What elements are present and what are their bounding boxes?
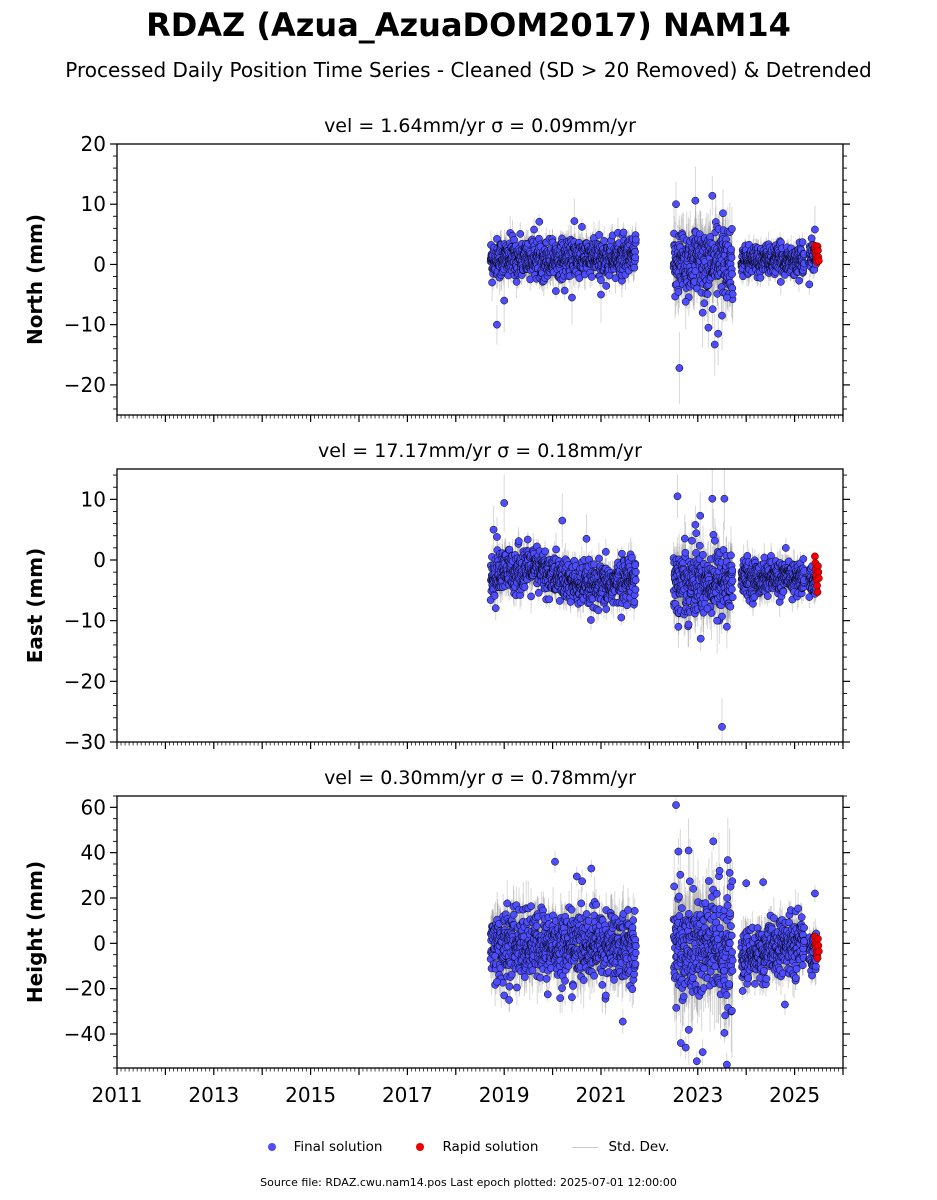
final-solution-point: [704, 323, 713, 332]
final-solution-point: [698, 308, 707, 317]
final-solution-point: [602, 282, 611, 290]
final-solution-point: [795, 276, 803, 285]
final-solution-point: [516, 230, 525, 238]
plot-frame-north: [116, 143, 844, 416]
final-solution-point: [681, 297, 690, 306]
final-solution-point: [552, 287, 560, 295]
final-solution-point: [535, 217, 544, 226]
final-solution-point: [674, 288, 683, 296]
final-solution-point: [727, 245, 736, 254]
final-solution-point: [578, 223, 586, 231]
final-solution-point: [727, 253, 736, 262]
final-solution-point: [708, 305, 717, 313]
subtitle: Processed Daily Position Time Series - C…: [0, 58, 937, 82]
main-title: RDAZ (Azua_AzuaDOM2017) NAM14: [0, 6, 937, 44]
final-solution-point: [672, 200, 680, 209]
final-solution-point: [600, 236, 609, 245]
y-tick-label: −10: [64, 313, 106, 337]
y-tick-label: −20: [64, 373, 106, 397]
final-solution-point: [520, 583, 529, 591]
y-axis-label-east: East (mm): [23, 548, 47, 664]
final-solution-point: [493, 235, 501, 243]
final-solution-point: [488, 278, 496, 287]
final-solution-point: [631, 235, 640, 244]
final-solution-point: [807, 234, 816, 243]
final-solution-point: [691, 196, 700, 205]
final-solution-point: [728, 270, 736, 278]
final-solution-point: [708, 191, 717, 200]
panel-title-east: vel = 17.17mm/yr σ = 0.18mm/yr: [318, 440, 642, 462]
final-solution-point: [493, 320, 501, 329]
y-tick-label: 0: [93, 252, 106, 276]
final-solution-point: [595, 230, 603, 239]
final-solution-point: [619, 228, 628, 237]
final-solution-point: [811, 225, 819, 234]
final-solution-point: [597, 290, 605, 299]
final-solution-point: [568, 293, 576, 302]
final-solution-point: [776, 278, 785, 286]
rapid-solution-point: [814, 246, 822, 255]
final-solution-point: [500, 296, 509, 305]
final-solution-point: [491, 604, 500, 613]
final-solution-point: [719, 209, 727, 218]
final-solution-point: [675, 364, 684, 372]
final-solution-point: [588, 273, 596, 281]
final-solution-point: [530, 225, 538, 234]
final-solution-point: [630, 263, 639, 272]
final-solution-point: [718, 311, 726, 320]
final-solution-point: [631, 253, 640, 262]
final-solution-point: [710, 340, 719, 349]
panel-title-north: vel = 1.64mm/yr σ = 0.09mm/yr: [324, 115, 636, 137]
y-tick-label: 20: [81, 132, 106, 156]
final-solution-point: [805, 280, 814, 289]
final-solution-point: [597, 276, 605, 285]
y-axis-label-north: North (mm): [23, 214, 47, 345]
final-solution-point: [714, 329, 722, 338]
final-solution-point: [490, 591, 499, 600]
final-solution-point: [575, 274, 584, 282]
final-solution-point: [722, 293, 731, 302]
y-tick-label: 10: [81, 192, 106, 216]
final-solution-point: [512, 277, 521, 286]
final-solution-point: [756, 273, 765, 282]
final-solution-point: [703, 290, 712, 298]
rapid-solution-point: [814, 256, 823, 265]
final-solution-point: [700, 299, 709, 308]
final-solution-point: [523, 535, 532, 544]
final-solution-point: [527, 592, 535, 601]
final-solution-point: [728, 225, 736, 233]
final-solution-point: [560, 286, 569, 295]
final-solution-point: [570, 217, 579, 225]
final-solution-point: [514, 537, 523, 545]
final-solution-point: [798, 238, 807, 247]
